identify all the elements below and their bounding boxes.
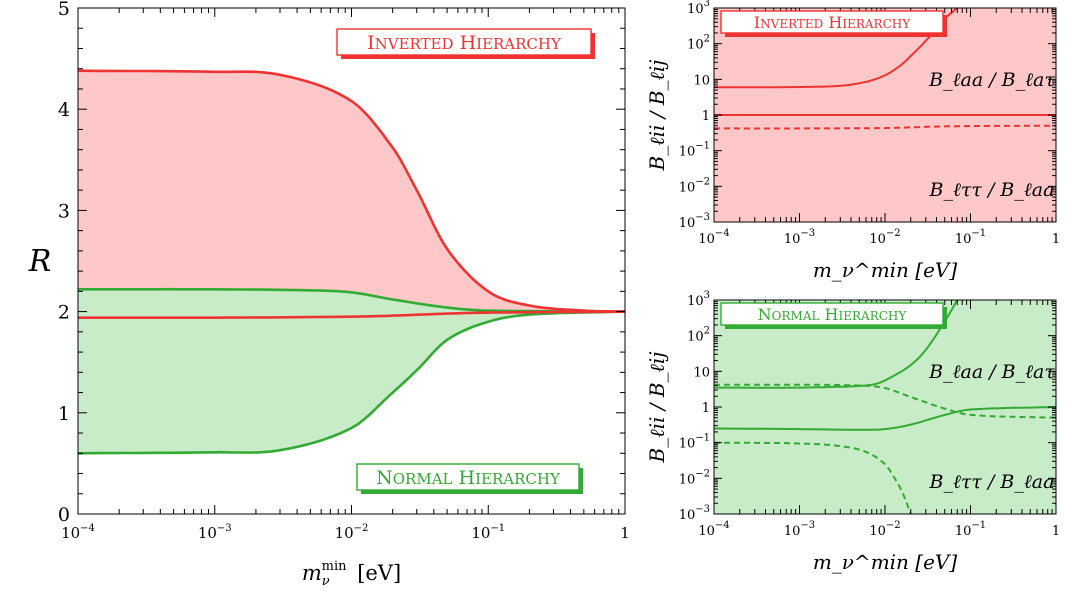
- normal-x-tick-label: 10−4: [698, 520, 729, 539]
- normal-y-tick-label: 102: [687, 326, 710, 345]
- inverted-band: [78, 70, 625, 318]
- inverted-hierarchy-label-frame: [336, 28, 592, 56]
- normal-y-tick-label: 10: [693, 365, 710, 380]
- normal-lower-line: [77, 310, 626, 455]
- normal-panel: 10−4 10−3 10−2 10−1 110310210110−110−210−3B_…: [645, 290, 1060, 574]
- inverted-x-tick-label: 10−4: [698, 228, 729, 247]
- inverted-x-tick-label: 1: [1052, 232, 1060, 247]
- normal-hierarchy-label-frame: [356, 463, 580, 491]
- normal-lower-dashed-line: [714, 441, 912, 515]
- inverted-y-tick-label: 10−1: [679, 141, 710, 160]
- left-y-tick-label: 0: [58, 504, 70, 526]
- left-x-title: mνmin [eV]: [302, 559, 401, 589]
- inverted-y-tick-label: 102: [687, 34, 710, 53]
- left-y-title: R: [28, 244, 52, 279]
- normal-band: [714, 300, 1056, 514]
- normal-y-tick-label: 103: [687, 290, 710, 309]
- inverted-y-tick-label: 10−3: [679, 212, 710, 231]
- inverted-hierarchy-label: INVERTED HIERARCHY: [367, 32, 562, 54]
- normal-x-tick-label: 10−1: [955, 520, 986, 539]
- inverted-x-tick-label: 10−3: [784, 228, 815, 247]
- inverted-upper-line: [77, 69, 626, 313]
- normal-hierarchy-label-box: NORMAL HIERARCHY: [720, 302, 947, 329]
- normal-hierarchy-label: NORMAL HIERARCHY: [758, 305, 908, 324]
- inverted-x-tick-label: 10−2: [869, 228, 900, 247]
- normal-x-tick-label: 10−3: [784, 520, 815, 539]
- normal-upper-line: [78, 287, 626, 313]
- normal-upper-dashed-line: [714, 383, 1057, 419]
- inverted-y-title: B_ℓii / B_ℓij: [645, 60, 669, 172]
- normal-hierarchy-label: NORMAL HIERARCHY: [376, 467, 561, 489]
- normal-lower-ratio-label: B_ℓττ / B_ℓaa: [929, 471, 1055, 493]
- inverted-y-tick-label: 10−2: [679, 176, 710, 195]
- inverted-y-tick-label: 10: [693, 73, 710, 88]
- normal-upper-solid-line: [714, 299, 959, 389]
- inverted-lower-ratio-label: B_ℓττ / B_ℓaa: [929, 179, 1055, 201]
- left-x-tick-label: 10−4: [61, 523, 95, 542]
- normal-x-tick-label: 1: [1052, 524, 1060, 539]
- normal-band: [78, 289, 625, 454]
- left-y-tick-label: 4: [58, 99, 70, 121]
- inverted-upper-ratio-label: B_ℓaa / B_ℓaτ: [928, 69, 1055, 91]
- left-x-tick-label: 10−2: [335, 523, 369, 542]
- inverted-hierarchy-label-frame: [720, 10, 944, 34]
- left-x-tick-label: 1: [620, 524, 630, 542]
- normal-lower-solid-line: [714, 406, 1057, 431]
- inverted-lower-line: [78, 310, 626, 319]
- inverted-hierarchy-label-box: INVERTED HIERARCHY: [720, 10, 947, 37]
- normal-y-tick-label: 1: [702, 401, 710, 416]
- normal-hierarchy-label-box: NORMAL HIERARCHY: [356, 463, 583, 494]
- inverted-panel: 10−4 10−3 10−2 10−1 110310210110−110−210−3B_…: [645, 0, 1060, 282]
- inverted-x-tick-label: 10−1: [955, 228, 986, 247]
- left-y-tick-label: 5: [58, 0, 70, 20]
- normal-x-title: m_ν^min [eV]: [813, 550, 958, 574]
- inverted-hierarchy-label: INVERTED HIERARCHY: [754, 13, 911, 32]
- left-y-tick-label: 1: [58, 403, 70, 425]
- inverted-x-title: m_ν^min [eV]: [813, 258, 958, 282]
- normal-y-tick-label: 10−1: [679, 433, 710, 452]
- inverted-dashed-line: [714, 124, 1057, 130]
- inverted-y-tick-label: 103: [687, 0, 710, 17]
- inverted-hierarchy-label-box: INVERTED HIERARCHY: [336, 28, 595, 59]
- normal-y-tick-label: 10−2: [679, 468, 710, 487]
- left-x-tick-label: 10−1: [471, 523, 505, 542]
- normal-y-title: B_ℓii / B_ℓij: [645, 352, 669, 464]
- inverted-y-tick-label: 1: [702, 109, 710, 124]
- normal-y-tick-label: 10−3: [679, 504, 710, 523]
- left-y-tick-label: 3: [58, 200, 70, 222]
- normal-x-tick-label: 10−2: [869, 520, 900, 539]
- left-x-tick-label: 10−3: [198, 523, 232, 542]
- left-y-tick-label: 2: [58, 302, 70, 324]
- normal-hierarchy-label-frame: [720, 302, 944, 326]
- normal-upper-ratio-label: B_ℓaa / B_ℓaτ: [928, 361, 1055, 383]
